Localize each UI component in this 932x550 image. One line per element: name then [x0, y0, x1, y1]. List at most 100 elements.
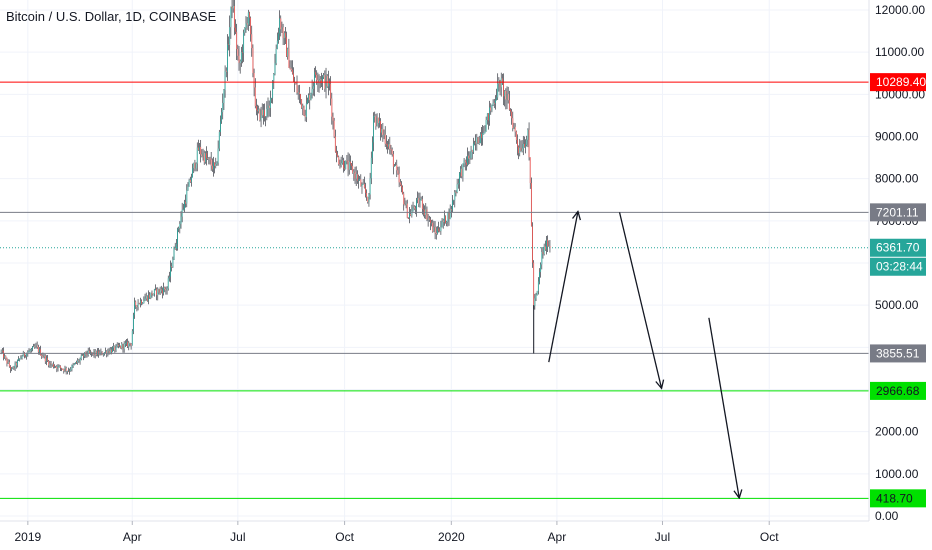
candle [69, 368, 71, 375]
candle-body [368, 194, 370, 202]
candle [188, 178, 190, 187]
candle [65, 366, 67, 375]
candle-body [7, 362, 9, 364]
candle-body [247, 12, 249, 25]
level-price-tag: 2966.68 [870, 381, 926, 400]
projection-arrows[interactable] [548, 212, 739, 497]
candle [464, 159, 466, 171]
candle-body [380, 121, 381, 133]
candle-body [301, 99, 303, 108]
candle [520, 140, 522, 152]
candle-body [149, 294, 151, 298]
candle [220, 115, 221, 136]
candle-body [317, 79, 319, 83]
candle-body [16, 360, 18, 366]
candle-body [356, 174, 358, 181]
candle [58, 364, 60, 368]
candle-body [530, 183, 532, 227]
candle-body [503, 82, 504, 97]
candle [1, 347, 3, 354]
candle [225, 67, 227, 78]
candle-body [181, 209, 183, 217]
candle-body [421, 199, 423, 210]
candle [171, 262, 173, 272]
candle-body [271, 97, 272, 99]
candle-body [197, 147, 199, 151]
candle [81, 353, 83, 356]
candle-body [14, 363, 16, 369]
candle [493, 98, 495, 109]
candle-body [70, 369, 72, 371]
candle [519, 138, 521, 157]
candle [537, 277, 539, 295]
projection-arrow[interactable] [708, 317, 739, 497]
candle [25, 354, 26, 358]
candle-body [135, 301, 137, 306]
candle-body [381, 129, 383, 133]
candle-body [5, 356, 7, 359]
level-price-tag-background [870, 381, 926, 400]
candle-body [515, 131, 517, 141]
candle [148, 290, 149, 305]
candle-body [330, 83, 332, 99]
candle-body [79, 358, 81, 362]
candle-body [363, 183, 365, 188]
candle [244, 27, 246, 36]
candle-body [478, 143, 480, 144]
level-price-tag-background [870, 73, 926, 92]
candle [532, 222, 533, 268]
candle-body [454, 192, 456, 201]
candle-body [175, 244, 177, 249]
candle [486, 113, 488, 125]
candle [214, 162, 216, 174]
candle [66, 370, 68, 375]
candle-body [155, 288, 156, 290]
projection-arrow[interactable] [618, 212, 662, 387]
candle-body [475, 142, 477, 144]
candle-body [49, 363, 51, 366]
candle-body [528, 129, 530, 158]
candle-body [138, 303, 140, 305]
candle-body [517, 140, 518, 147]
candle [525, 139, 526, 154]
projection-arrow[interactable] [548, 212, 578, 363]
candle-body [163, 287, 164, 294]
level-price-tag-background [870, 344, 926, 363]
candle-body [39, 349, 40, 352]
candle [395, 162, 397, 167]
candle-body [72, 364, 74, 366]
candle-body [338, 157, 340, 165]
candle [40, 345, 42, 356]
chart-grid [0, 0, 869, 521]
candle-body [18, 358, 19, 361]
candle [127, 338, 129, 348]
candle [375, 113, 377, 130]
candle-body [159, 289, 161, 293]
current-price-tag-text: 6361.70 [876, 241, 920, 255]
candle-body [250, 17, 252, 35]
candle [290, 60, 292, 72]
candle [440, 220, 442, 235]
candle-body [296, 84, 298, 93]
candle-body [401, 184, 402, 188]
candle-body [179, 223, 181, 229]
candle [217, 140, 219, 166]
chart-title: Bitcoin / U.S. Dollar, 1D, COINBASE [6, 9, 217, 24]
candle [544, 240, 546, 251]
candle-body [128, 342, 130, 347]
time-axis-label: Oct [760, 530, 779, 544]
candle-body [182, 209, 184, 211]
candle-body [41, 355, 43, 357]
candle [150, 292, 152, 300]
candle-body [428, 218, 430, 220]
candle-body [62, 368, 64, 370]
candle [355, 166, 357, 187]
horizontal-levels[interactable] [0, 81, 869, 499]
time-axis-panel[interactable] [0, 521, 932, 550]
candle [70, 366, 72, 372]
candle [327, 70, 329, 96]
candle-body [279, 18, 281, 34]
candle-body [245, 23, 247, 28]
candle-body [19, 358, 21, 360]
